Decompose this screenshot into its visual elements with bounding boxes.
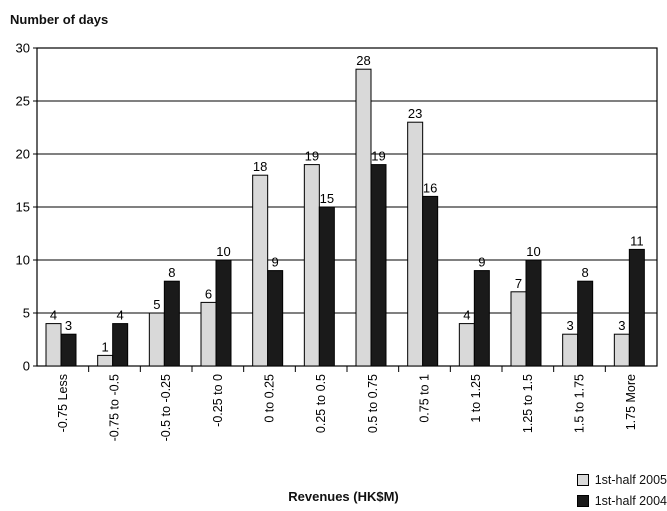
x-tick-label: 1.75 More [624,374,638,430]
bar [525,259,542,367]
bar [303,164,320,367]
legend-item-2005: 1st-half 2005 [576,469,667,490]
data-label: 18 [253,159,267,174]
data-label: 16 [423,180,437,195]
data-label: 28 [356,53,370,68]
data-label: 15 [320,191,334,206]
x-tick-label: 0.5 to 0.75 [366,374,380,433]
bar [163,280,180,367]
y-tick-label: 30 [16,41,30,56]
data-label: 8 [582,265,589,280]
y-tick-label: 25 [16,94,30,109]
legend-item-2004: 1st-half 2004 [576,490,667,511]
legend-label-2004: 1st-half 2004 [594,493,667,508]
bar [355,68,372,367]
bar [200,301,217,367]
bar [473,270,490,367]
x-tick-label: 0 to 0.25 [263,374,277,423]
bar [577,280,594,367]
y-axis-title: Number of days [10,12,109,27]
bar [510,291,527,367]
bar [613,333,630,367]
bar [562,333,579,367]
bar [370,164,387,367]
data-label: 8 [168,265,175,280]
y-tick-label: 20 [16,147,30,162]
legend-swatch-2004 [576,494,589,507]
bar [215,259,232,367]
data-label: 11 [630,233,644,248]
x-tick-label: 1.25 to 1.5 [521,374,535,433]
y-tick-label: 5 [23,306,30,321]
data-label: 4 [463,308,470,323]
bar [422,195,439,367]
x-tick-label: -0.75 to -0.5 [108,374,122,441]
bar [407,121,424,367]
bar [628,248,645,367]
data-label: 4 [50,308,57,323]
data-label: 23 [408,106,422,121]
bar [97,354,114,367]
bar [60,333,77,367]
data-label: 19 [371,149,385,164]
bar [318,206,335,367]
x-axis-title: Revenues (HK$M) [288,489,399,504]
y-tick-label: 15 [16,200,30,215]
x-tick-label: -0.75 Less [56,374,70,432]
legend: 1st-half 2005 1st-half 2004 [576,469,667,511]
bar [45,323,62,367]
legend-label-2005: 1st-half 2005 [594,472,667,487]
data-label: 9 [478,255,485,270]
y-tick-label: 0 [23,359,30,374]
bar [148,312,165,367]
data-label: 1 [102,339,109,354]
data-label: 7 [515,276,522,291]
data-label: 9 [272,255,279,270]
x-tick-label: 0.25 to 0.5 [314,374,328,433]
bar [252,174,269,367]
data-label: 5 [153,297,160,312]
bar [112,323,129,367]
x-tick-label: 0.75 to 1 [418,374,432,423]
data-label: 19 [305,149,319,164]
data-label: 10 [216,244,230,259]
data-label: 6 [205,286,212,301]
y-tick-label: 10 [16,253,30,268]
x-tick-label: -0.25 to 0 [211,374,225,427]
bar [458,323,475,367]
bar [267,270,284,367]
x-tick-label: 1.5 to 1.75 [573,374,587,433]
x-tick-label: 1 to 1.25 [469,374,483,423]
data-label: 3 [567,318,574,333]
data-label: 3 [618,318,625,333]
data-label: 3 [65,318,72,333]
data-label: 4 [117,308,124,323]
data-label: 10 [526,244,540,259]
x-tick-label: -0.5 to -0.25 [159,374,173,441]
legend-swatch-2005 [576,473,589,486]
